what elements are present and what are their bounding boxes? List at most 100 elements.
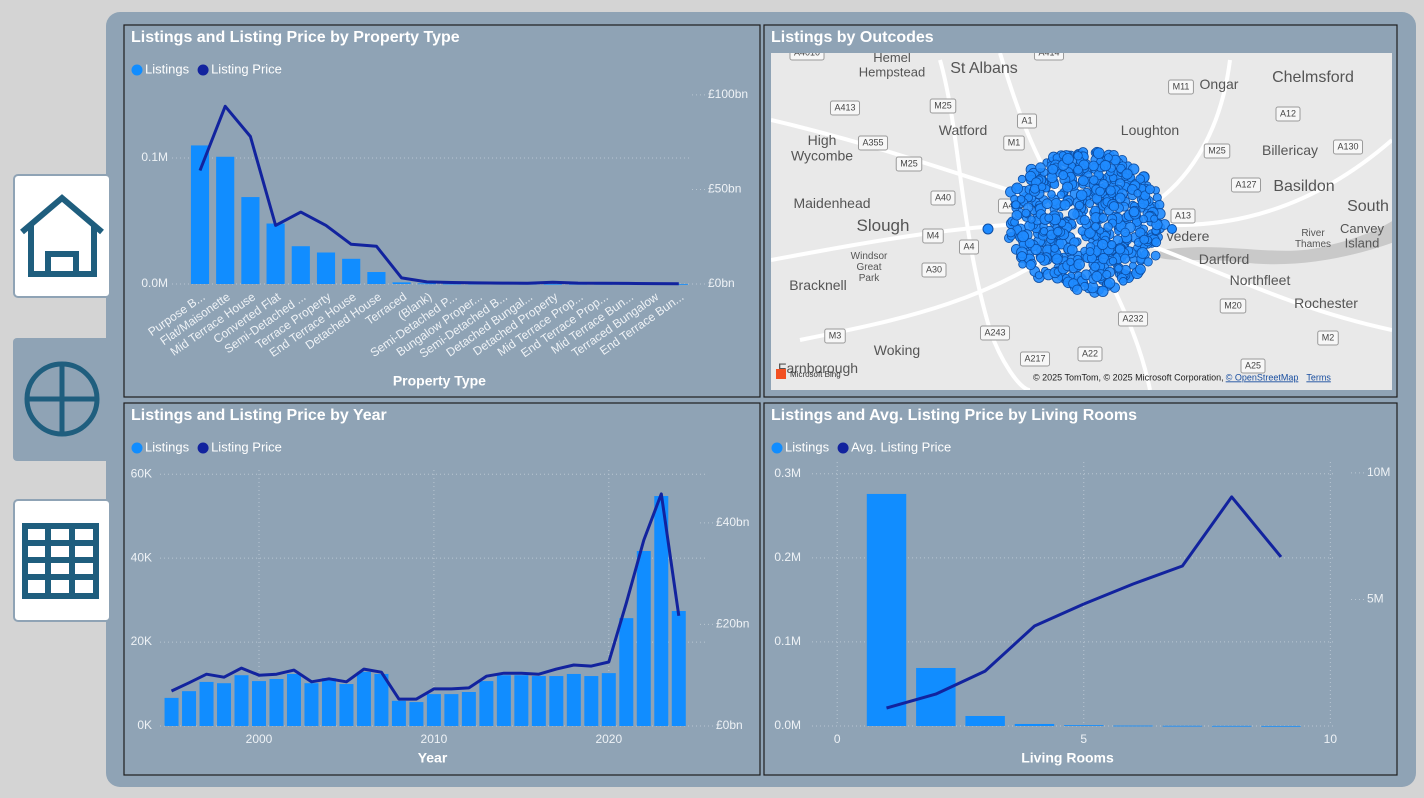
nav-home[interactable] xyxy=(13,174,111,298)
nav-table[interactable] xyxy=(13,499,111,622)
map-point xyxy=(1066,244,1078,256)
road-shield: A1 xyxy=(1016,113,1038,129)
bar xyxy=(321,678,336,726)
map-point xyxy=(1114,192,1126,204)
bar xyxy=(182,691,197,726)
legend-marker xyxy=(837,442,849,454)
map-point xyxy=(1040,227,1049,236)
place-label: Billericay xyxy=(1262,142,1318,158)
legend-marker xyxy=(131,64,143,76)
attribution-link[interactable]: © OpenStreetMap xyxy=(1226,372,1299,382)
place-label: South xyxy=(1347,198,1389,215)
x-tick-label: 0 xyxy=(834,732,841,746)
place-label-line: Chelmsford xyxy=(1272,69,1354,86)
y2-tick-label: £20bn xyxy=(716,617,749,631)
map-point xyxy=(1006,228,1016,238)
legend-marker xyxy=(131,442,143,454)
road-shield-box xyxy=(1168,79,1194,95)
map-point xyxy=(1091,271,1103,282)
road-shield: A4 xyxy=(958,239,980,255)
road-shield-box xyxy=(1077,346,1103,362)
y-tick-label: 40K xyxy=(131,550,152,564)
map-point xyxy=(1024,238,1035,249)
road-shield-box xyxy=(1219,298,1247,314)
map-point xyxy=(1139,214,1148,224)
road-label: A30 xyxy=(926,264,942,274)
bar xyxy=(584,676,599,726)
map-point xyxy=(1119,277,1128,286)
road-shield: M25 xyxy=(1203,143,1231,159)
road-shield-box xyxy=(930,190,956,206)
place-label: Rochester xyxy=(1294,295,1358,311)
map: A4010 A414 A413 M25 M11 A12 A1 A355 M1 M25 A130 M25… xyxy=(771,50,1392,390)
road-shield: A232 xyxy=(1117,311,1149,327)
bar xyxy=(1211,725,1252,727)
bar xyxy=(217,683,232,726)
place-label-line: Windsor xyxy=(851,251,888,262)
place-label: Loughton xyxy=(1121,122,1179,138)
place-label-line: Hemel xyxy=(873,50,911,65)
map-point xyxy=(1050,244,1059,253)
nav-button[interactable] xyxy=(13,174,111,298)
bar xyxy=(566,673,581,726)
map-point xyxy=(1136,247,1149,259)
y-tick-label: 60K xyxy=(131,466,152,480)
road-label: A4 xyxy=(963,241,974,251)
map-point xyxy=(1029,183,1040,194)
bar xyxy=(496,675,511,726)
road-shield-box xyxy=(789,53,825,61)
bar xyxy=(671,611,686,726)
map-point xyxy=(1016,195,1026,204)
x-axis-title: Living Rooms xyxy=(1021,750,1114,766)
bar xyxy=(866,493,907,726)
place-label-line: Bracknell xyxy=(789,277,847,293)
road-shield-box xyxy=(1203,143,1231,159)
map-point xyxy=(1017,251,1028,262)
bar xyxy=(426,694,441,726)
place-label: Canvey Island xyxy=(1340,221,1385,250)
bing-logo xyxy=(776,369,786,379)
place-label: Chelmsford xyxy=(1272,69,1354,86)
map-point xyxy=(1053,226,1063,237)
place-label-line: Billericay xyxy=(1262,142,1318,158)
map-point xyxy=(1135,263,1146,275)
road-label: M2 xyxy=(1322,332,1335,342)
place-label-line: Loughton xyxy=(1121,122,1179,138)
map-point xyxy=(1034,271,1044,280)
road-shield: A217 xyxy=(1019,351,1051,367)
road-shield: M2 xyxy=(1317,330,1339,346)
x-axis-title: Year xyxy=(418,750,448,766)
water xyxy=(1160,221,1392,265)
bar xyxy=(367,272,386,284)
bar xyxy=(543,283,562,285)
terms-link[interactable]: Terms xyxy=(1306,372,1331,382)
map-point xyxy=(1095,186,1105,197)
map-point xyxy=(1085,247,1095,256)
road-label: M3 xyxy=(829,330,842,340)
road-label: M1 xyxy=(1008,137,1021,147)
y2-tick-label: £0bn xyxy=(708,276,735,290)
place-label-line: vedere xyxy=(1167,228,1210,244)
map-point xyxy=(1030,243,1042,256)
road-label: A127 xyxy=(1235,179,1256,189)
place-label-line: Basildon xyxy=(1273,178,1334,195)
road-shield: M11 xyxy=(1168,79,1194,95)
map-point xyxy=(1114,244,1126,255)
road-shield: A355 xyxy=(857,135,889,151)
map-point xyxy=(1027,215,1036,224)
panel-title: Listings and Avg. Listing Price by Livin… xyxy=(771,407,1137,424)
y2-tick-label: £100bn xyxy=(708,87,748,101)
bar xyxy=(234,675,249,726)
map-point xyxy=(1150,250,1161,261)
place-label-line: Farnborough xyxy=(778,360,858,376)
map-point xyxy=(1099,160,1112,172)
place-label: River Thames xyxy=(1295,228,1331,250)
nav-map[interactable] xyxy=(13,338,110,461)
place-label: vedere xyxy=(1167,228,1210,244)
bar xyxy=(241,197,260,284)
map-point xyxy=(1143,257,1153,267)
road-shield-box xyxy=(857,135,889,151)
bar xyxy=(409,702,424,726)
map-point xyxy=(1090,262,1100,272)
place-label-line: Northfleet xyxy=(1230,272,1291,288)
